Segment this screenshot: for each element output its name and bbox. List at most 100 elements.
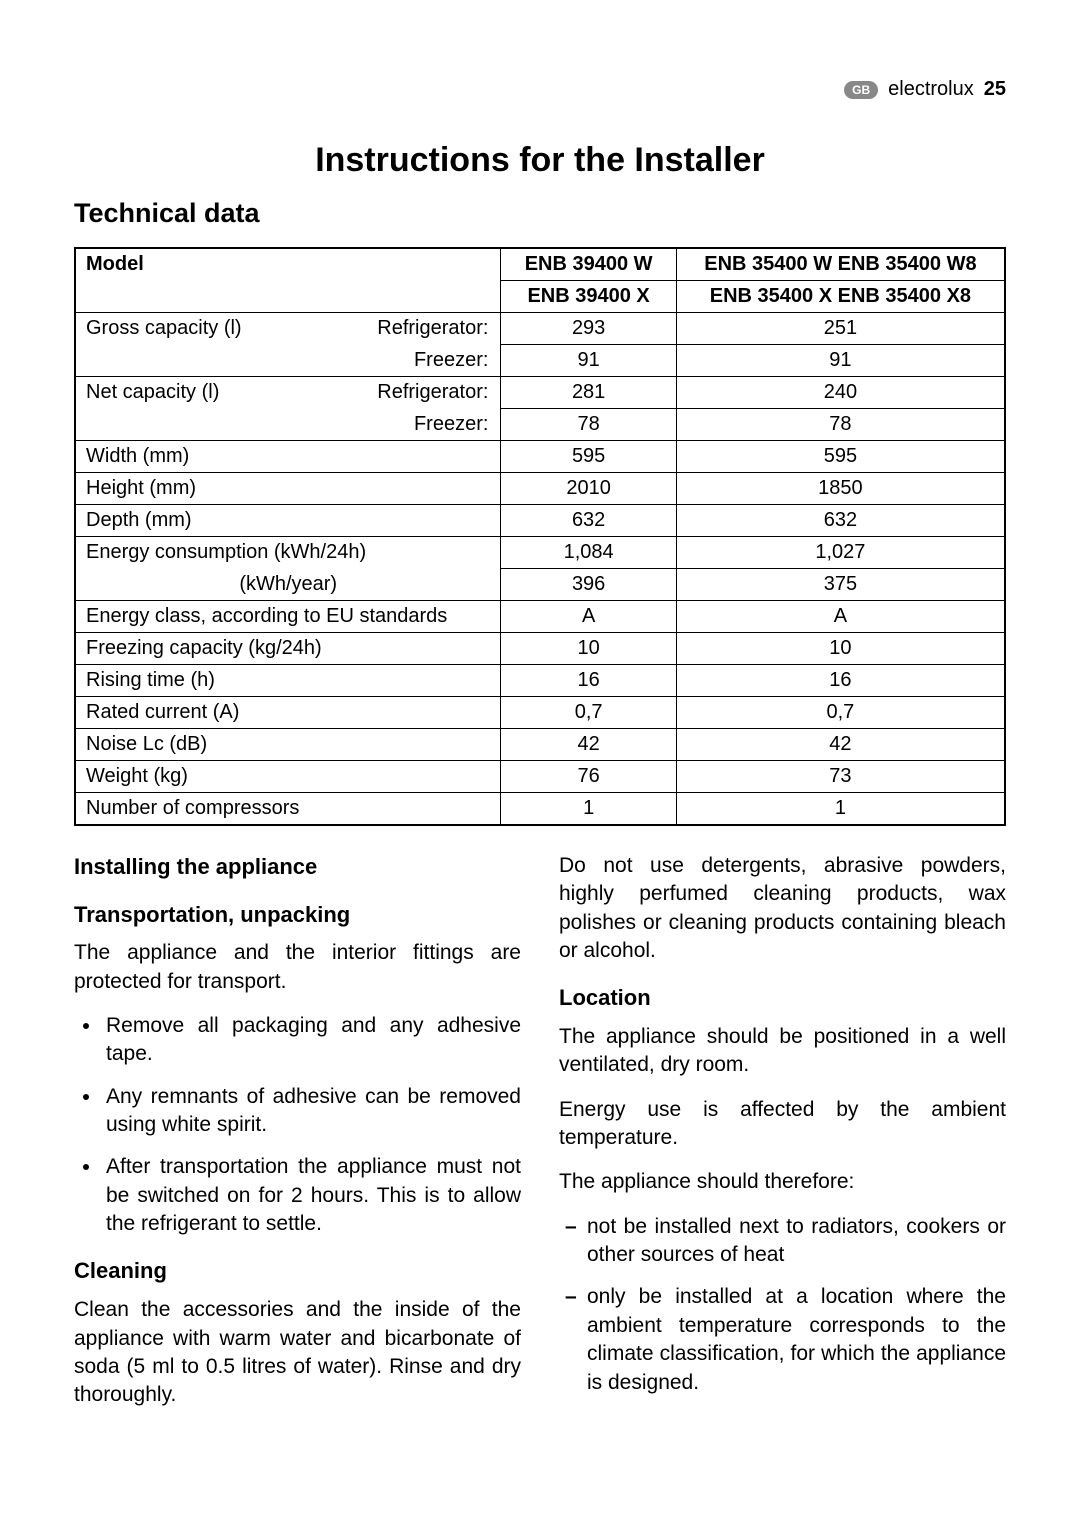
row-value-1: 10 <box>501 633 676 665</box>
paragraph-transport: The appliance and the interior fittings … <box>74 939 521 996</box>
row-value-1: 76 <box>501 761 676 793</box>
table-row: Weight (kg) 76 73 <box>75 761 1005 793</box>
heading-location: Location <box>559 983 1006 1013</box>
paragraph-location-1: The appliance should be positioned in a … <box>559 1023 1006 1080</box>
row-sublabel: Freezer: <box>353 409 501 441</box>
table-header-col2: ENB 35400 W ENB 35400 W8 <box>676 248 1005 281</box>
row-value-2: 1850 <box>676 473 1005 505</box>
table-row: Depth (mm) 632 632 <box>75 505 1005 537</box>
table-header-col1: ENB 39400 W <box>501 248 676 281</box>
row-value-2: 240 <box>676 377 1005 409</box>
country-badge: GB <box>844 81 878 99</box>
row-value-2: 632 <box>676 505 1005 537</box>
list-item: Any remnants of adhesive can be removed … <box>102 1083 521 1140</box>
row-value-2: 1 <box>676 793 1005 826</box>
row-value-2: 73 <box>676 761 1005 793</box>
row-label: Noise Lc (dB) <box>75 729 501 761</box>
main-title: Instructions for the Installer <box>74 141 1006 180</box>
row-label: Depth (mm) <box>75 505 501 537</box>
row-value-1: 0,7 <box>501 697 676 729</box>
technical-data-table: Model ENB 39400 W ENB 35400 W ENB 35400 … <box>74 247 1006 826</box>
table-row: Energy consumption (kWh/24h) 1,084 1,027 <box>75 537 1005 569</box>
paragraph-detergent: Do not use detergents, abrasive powders,… <box>559 852 1006 965</box>
table-row: Rated current (A) 0,7 0,7 <box>75 697 1005 729</box>
row-value-1: A <box>501 601 676 633</box>
row-label <box>75 345 353 377</box>
location-dash-list: not be installed next to radiators, cook… <box>559 1213 1006 1397</box>
table-header-col2-b: ENB 35400 X ENB 35400 X8 <box>676 281 1005 313</box>
page-content: GB electrolux 25 Instructions for the In… <box>0 0 1080 1486</box>
table-header-col1-b: ENB 39400 X <box>501 281 676 313</box>
table-row: Net capacity (l) Refrigerator: 281 240 <box>75 377 1005 409</box>
table-row: Gross capacity (l) Refrigerator: 293 251 <box>75 313 1005 345</box>
row-label: Weight (kg) <box>75 761 501 793</box>
heading-cleaning: Cleaning <box>74 1256 521 1286</box>
row-label: Net capacity (l) <box>75 377 353 409</box>
heading-transport: Transportation, unpacking <box>74 900 521 930</box>
row-value-2: A <box>676 601 1005 633</box>
table-header-row: Model ENB 39400 W ENB 35400 W ENB 35400 … <box>75 248 1005 281</box>
row-value-1: 595 <box>501 441 676 473</box>
table-row: Number of compressors 1 1 <box>75 793 1005 826</box>
paragraph-cleaning: Clean the accessories and the inside of … <box>74 1296 521 1409</box>
brand-name: electrolux <box>888 78 974 101</box>
table-row: Freezer: 78 78 <box>75 409 1005 441</box>
row-label: Energy consumption (kWh/24h) <box>75 537 501 569</box>
row-label: Rated current (A) <box>75 697 501 729</box>
row-value-1: 1,084 <box>501 537 676 569</box>
row-value-2: 0,7 <box>676 697 1005 729</box>
row-label <box>75 409 353 441</box>
table-row: Height (mm) 2010 1850 <box>75 473 1005 505</box>
row-label: Rising time (h) <box>75 665 501 697</box>
row-value-1: 42 <box>501 729 676 761</box>
row-value-1: 16 <box>501 665 676 697</box>
table-row: Rising time (h) 16 16 <box>75 665 1005 697</box>
row-label: Freezing capacity (kg/24h) <box>75 633 501 665</box>
transport-bullet-list: Remove all packaging and any adhesive ta… <box>74 1012 521 1238</box>
row-sublabel: Refrigerator: <box>353 313 501 345</box>
row-value-2: 251 <box>676 313 1005 345</box>
row-value-2: 78 <box>676 409 1005 441</box>
page-header: GB electrolux 25 <box>74 78 1006 101</box>
row-label: Gross capacity (l) <box>75 313 353 345</box>
row-value-2: 16 <box>676 665 1005 697</box>
row-value-2: 1,027 <box>676 537 1005 569</box>
body-columns: Installing the appliance Transportation,… <box>74 852 1006 1426</box>
paragraph-location-2: Energy use is affected by the ambient te… <box>559 1096 1006 1153</box>
row-sublabel: Freezer: <box>353 345 501 377</box>
row-value-1: 396 <box>501 569 676 601</box>
row-label: Number of compressors <box>75 793 501 826</box>
heading-installing: Installing the appliance <box>74 852 521 882</box>
row-value-2: 595 <box>676 441 1005 473</box>
row-sublabel: (kWh/year) <box>75 569 501 601</box>
row-value-1: 2010 <box>501 473 676 505</box>
row-value-2: 375 <box>676 569 1005 601</box>
paragraph-location-3: The appliance should therefore: <box>559 1168 1006 1196</box>
table-header-model: Model <box>75 248 501 313</box>
right-column: Do not use detergents, abrasive powders,… <box>559 852 1006 1426</box>
list-item: Remove all packaging and any adhesive ta… <box>102 1012 521 1069</box>
table-row: Freezer: 91 91 <box>75 345 1005 377</box>
section-title-technical-data: Technical data <box>74 198 1006 229</box>
row-value-1: 632 <box>501 505 676 537</box>
row-label: Height (mm) <box>75 473 501 505</box>
list-item: After transportation the appliance must … <box>102 1153 521 1238</box>
row-label: Width (mm) <box>75 441 501 473</box>
list-item: not be installed next to radiators, cook… <box>559 1213 1006 1270</box>
row-value-2: 10 <box>676 633 1005 665</box>
table-row: (kWh/year) 396 375 <box>75 569 1005 601</box>
row-value-1: 91 <box>501 345 676 377</box>
list-item: only be installed at a location where th… <box>559 1283 1006 1396</box>
row-sublabel: Refrigerator: <box>353 377 501 409</box>
left-column: Installing the appliance Transportation,… <box>74 852 521 1426</box>
row-value-1: 281 <box>501 377 676 409</box>
row-value-2: 91 <box>676 345 1005 377</box>
row-value-2: 42 <box>676 729 1005 761</box>
table-row: Noise Lc (dB) 42 42 <box>75 729 1005 761</box>
page-number: 25 <box>984 78 1006 101</box>
row-label: Energy class, according to EU standards <box>75 601 501 633</box>
row-value-1: 78 <box>501 409 676 441</box>
table-row: Energy class, according to EU standards … <box>75 601 1005 633</box>
row-value-1: 293 <box>501 313 676 345</box>
table-row: Freezing capacity (kg/24h) 10 10 <box>75 633 1005 665</box>
